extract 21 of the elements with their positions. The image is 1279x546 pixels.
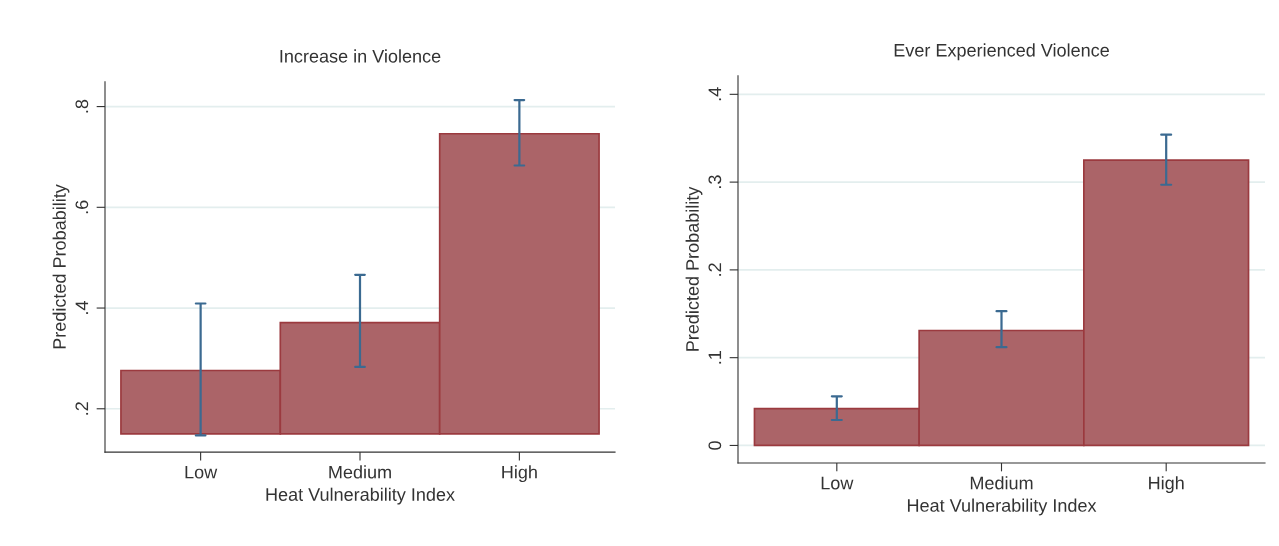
chart-title: Ever Experienced Violence	[894, 43, 1109, 61]
chart-title: Increase in Violence	[280, 49, 441, 63]
y-tick-label: .2	[708, 263, 722, 276]
x-tick-label: Medium	[329, 465, 391, 479]
y-tick-label: .4	[708, 87, 722, 101]
x-axis-title: Heat Vulnerability Index	[907, 498, 1097, 516]
x-tick-label: High	[1149, 476, 1184, 494]
y-tick-label: .2	[75, 402, 89, 415]
x-tick-label: High	[502, 465, 537, 483]
y-axis-title: Predicted Probability	[52, 184, 70, 349]
x-axis-title: Heat Vulnerability Index	[266, 487, 455, 505]
y-tick-label: .1	[708, 351, 722, 364]
x-tick-label: Low	[821, 476, 854, 490]
y-tick-label: .6	[75, 200, 89, 214]
y-tick-label: .3	[708, 175, 722, 188]
y-tick-label: .4	[75, 301, 89, 314]
y-tick-label: .8	[75, 99, 89, 113]
x-tick-label: Low	[185, 465, 218, 479]
x-tick-label: Medium	[970, 476, 1033, 490]
y-tick-label: 0	[708, 441, 722, 450]
y-axis-title: Predicted Probability	[685, 186, 703, 351]
